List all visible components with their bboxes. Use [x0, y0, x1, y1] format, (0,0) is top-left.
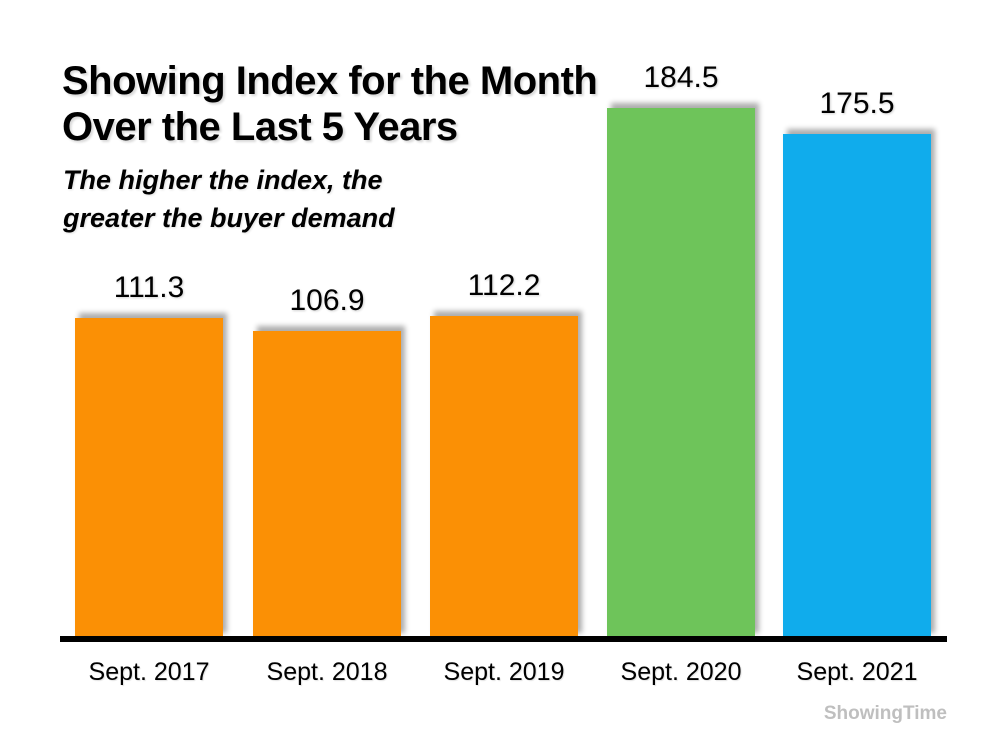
chart-title: Showing Index for the Month Over the Las…: [62, 59, 598, 150]
bar-sept-2020: [607, 108, 755, 638]
bar-value-label-sept-2019: 112.2: [467, 269, 541, 302]
chart-subtitle: The higher the index, the greater the bu…: [63, 165, 395, 233]
bar-sept-2021: [783, 134, 931, 638]
bar-sept-2018: [253, 331, 401, 638]
bar-value-label-sept-2021: 175.5: [819, 87, 895, 120]
showingtime-watermark: ShowingTime: [823, 703, 947, 724]
bar-sept-2019: [430, 316, 578, 638]
x-axis-label-sept-2017: Sept. 2017: [88, 658, 210, 686]
x-axis-line: [60, 636, 947, 642]
bar-sept-2017: [75, 318, 223, 638]
x-axis-label-sept-2020: Sept. 2020: [620, 658, 742, 686]
bar-value-label-sept-2017: 111.3: [113, 271, 185, 304]
x-axis-label-sept-2019: Sept. 2019: [443, 658, 565, 686]
bar-value-label-sept-2020: 184.5: [643, 61, 719, 94]
x-axis-label-sept-2018: Sept. 2018: [266, 658, 388, 686]
bar-value-label-sept-2018: 106.9: [289, 284, 365, 317]
x-axis-label-sept-2021: Sept. 2021: [796, 658, 918, 686]
